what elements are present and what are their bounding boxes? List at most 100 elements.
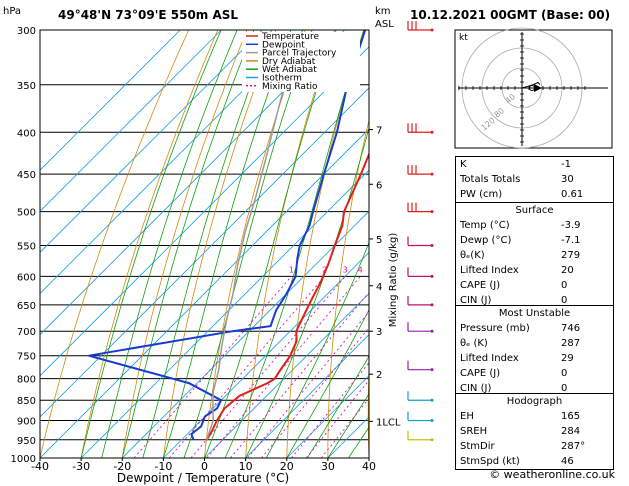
- isotherm: [40, 30, 345, 336]
- isotherm: [40, 30, 304, 295]
- wind-barb: [407, 391, 434, 402]
- wet-adiabat: [306, 355, 369, 458]
- temperature-curve: [205, 151, 369, 441]
- table-value: 0: [561, 280, 568, 291]
- mixing-ratio-label: 4: [358, 265, 363, 274]
- wet-adiabat: [142, 30, 272, 458]
- wind-barb: [407, 165, 434, 176]
- table-label: CIN (J): [460, 383, 492, 394]
- table-label: K: [460, 159, 467, 170]
- surface-table: Surface Temp (°C) -3.9 Dewp (°C) -7.1 θₑ(K) 27…: [455, 202, 614, 309]
- dry-adiabat: [40, 30, 190, 458]
- footer-credit: © weatheronline.co.uk: [489, 468, 615, 481]
- parcel-trajectory-curve: [205, 63, 291, 441]
- pressure-tick-label: 900: [17, 417, 36, 428]
- table-row: Temp (°C) -3.9: [456, 218, 613, 233]
- pressure-tick-label: 400: [17, 128, 36, 139]
- indices-table: K -1 Totals Totals 30 PW (cm) 0.61: [455, 156, 614, 203]
- mixing-ratio-line: [230, 291, 369, 458]
- table-label: StmSpd (kt): [460, 456, 520, 467]
- mixing-ratio-label: 3: [343, 265, 348, 274]
- temperature-tick-label: 20: [280, 460, 294, 473]
- temperature-tick-label: 40: [362, 460, 376, 473]
- mixing-ratio-line: [305, 379, 369, 458]
- table-row: K -1: [456, 157, 613, 172]
- table-value: 287: [561, 338, 581, 349]
- dry-adiabat: [286, 30, 364, 458]
- temperature-tick-label: 10: [239, 460, 253, 473]
- table-label: Totals Totals: [460, 174, 521, 185]
- isotherm: [40, 46, 369, 377]
- table-label: EH: [460, 411, 474, 422]
- table-value: 0: [561, 368, 568, 379]
- wind-barb: [407, 411, 434, 423]
- chart-axes: 3003504004505005506006507007508008509009…: [11, 26, 401, 473]
- table-row: SREH 284: [456, 424, 613, 439]
- km-tick-label: 4: [376, 282, 382, 293]
- dry-adiabat: [80, 30, 219, 458]
- hodograph-unit: kt: [459, 33, 468, 43]
- isotherm: [163, 251, 369, 458]
- table-title: Hodograph: [506, 396, 563, 407]
- km-tick-label: 1LCL: [376, 417, 401, 428]
- wind-barb: [407, 295, 434, 307]
- table-title: Most Unstable: [498, 308, 571, 319]
- temperature-tick-label: -20: [113, 460, 131, 473]
- isotherm: [204, 292, 369, 458]
- pressure-unit: hPa: [3, 6, 21, 17]
- pressure-tick-label: 550: [17, 241, 36, 252]
- pressure-tick-label: 950: [17, 436, 36, 447]
- chart-grid: [40, 30, 629, 458]
- table-label: SREH: [460, 426, 488, 437]
- table-value: 20: [561, 265, 574, 276]
- hodograph-arrow: [534, 84, 542, 92]
- table-value: 46: [561, 456, 574, 467]
- wet-adiabat: [101, 30, 238, 458]
- table-label: Lifted Index: [460, 353, 519, 364]
- pressure-tick-label: 650: [17, 301, 36, 312]
- pressure-tick-label: 800: [17, 375, 36, 386]
- dry-adiabat: [619, 30, 629, 458]
- table-row: Dewp (°C) -7.1: [456, 233, 613, 248]
- table-row: θₑ(K) 279: [456, 248, 613, 263]
- table-value: 746: [561, 323, 581, 334]
- pressure-tick-label: 350: [17, 81, 36, 92]
- wind-barb: [407, 202, 434, 214]
- table-value: 0: [561, 383, 568, 394]
- isotherm: [40, 128, 369, 458]
- temperature-tick-label: -40: [31, 460, 49, 473]
- mixing-ratio-line: [247, 311, 369, 458]
- datetime-title: 10.12.2021 00GMT (Base: 00): [410, 8, 610, 22]
- table-label: θₑ(K): [460, 250, 485, 261]
- table-label: CAPE (J): [460, 280, 501, 291]
- wind-barb: [407, 430, 434, 442]
- legend-label: Mixing Ratio: [262, 82, 318, 92]
- pressure-tick-label: 700: [17, 327, 36, 338]
- wet-adiabat: [163, 30, 292, 458]
- mixing-ratio-label: 6: [380, 265, 385, 274]
- dry-adiabat: [163, 30, 277, 458]
- table-value: -3.9: [561, 220, 581, 231]
- wind-barb: [407, 236, 434, 247]
- table-row: StmSpd (kt) 46: [456, 454, 613, 469]
- wet-adiabat: [204, 30, 337, 458]
- table-value: 284: [561, 426, 581, 437]
- table-value: 30: [561, 174, 574, 185]
- table-value: 29: [561, 353, 574, 364]
- most-unstable-table: Most Unstable Pressure (mb) 746 θₑ (K) 287 Li…: [455, 305, 614, 397]
- asl-unit: ASL: [375, 19, 394, 30]
- table-row: PW (cm) 0.61: [456, 187, 613, 202]
- mixing-ratio-label: 2: [322, 265, 327, 274]
- pressure-tick-label: 1000: [11, 454, 36, 465]
- mixing-ratio-line: [291, 362, 369, 458]
- wet-adiabat: [121, 30, 255, 458]
- isotherm: [40, 30, 181, 171]
- isotherm: [40, 30, 222, 212]
- temperature-tick-label: 30: [321, 460, 335, 473]
- km-unit: km: [375, 6, 391, 17]
- table-label: PW (cm): [460, 189, 503, 200]
- table-value: 287°: [561, 441, 586, 452]
- mixing-ratio-line: [261, 327, 369, 458]
